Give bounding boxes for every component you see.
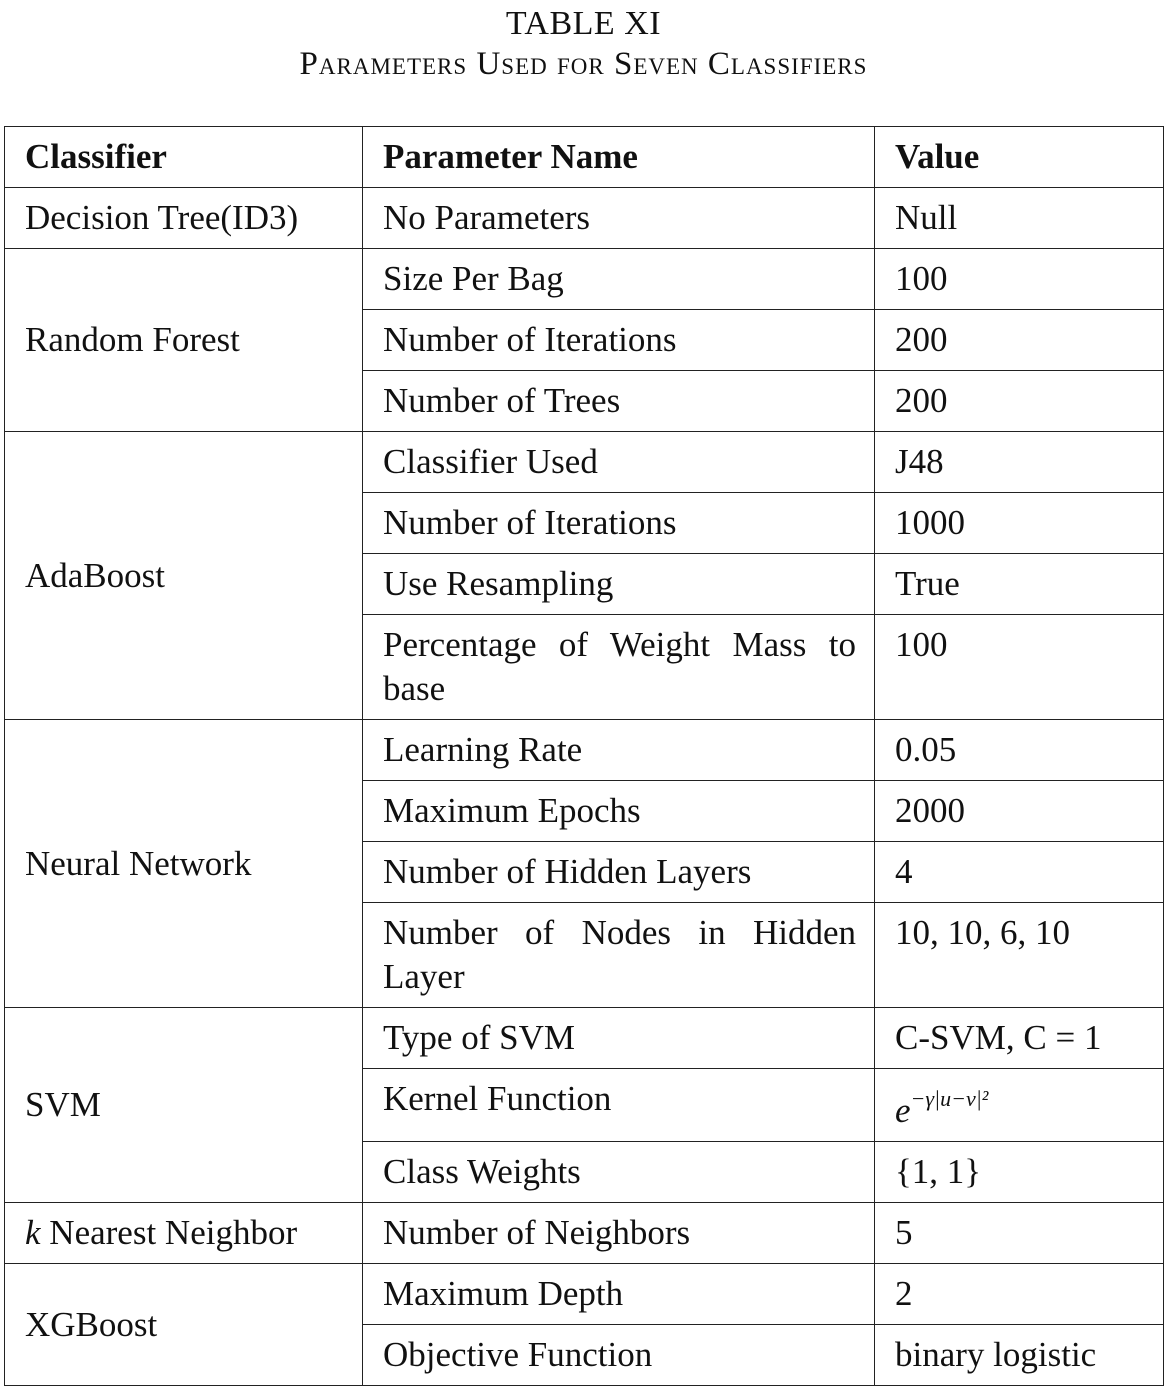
value-cell: 2000	[874, 780, 1164, 842]
parameters-table: Classifier Parameter Name Value Decision…	[4, 126, 1164, 1386]
parameter-cell: Number of Nodes in Hidden Layer	[362, 902, 875, 1008]
value-cell: 5	[874, 1202, 1164, 1264]
classifier-cell: SVM	[4, 1007, 363, 1203]
value-cell: 0.05	[874, 719, 1164, 781]
table-row: k Nearest Neighbor Number of Neighbors 5	[4, 1202, 1164, 1264]
classifier-cell: AdaBoost	[4, 431, 363, 720]
parameter-cell: Maximum Depth	[362, 1263, 875, 1325]
parameter-cell: Number of Iterations	[362, 492, 875, 554]
parameter-cell: Kernel Function	[362, 1068, 875, 1142]
parameter-cell: Classifier Used	[362, 431, 875, 493]
table-row: Random Forest Size Per Bag 100	[4, 248, 1164, 432]
parameter-cell: Number of Trees	[362, 370, 875, 432]
table-caption: TABLE XI Parameters Used for Seven Class…	[0, 4, 1167, 84]
classifier-cell: Decision Tree(ID3)	[4, 187, 363, 249]
table-row: Kernel Function e−γ|u−v|²	[5, 1068, 1164, 1142]
table-row: Number of Nodes in Hidden Layer 10, 10, …	[5, 902, 1164, 1008]
parameter-cell: Size Per Bag	[362, 248, 875, 310]
table-row: Class Weights {1, 1}	[5, 1141, 1164, 1203]
value-cell: {1, 1}	[874, 1141, 1164, 1203]
classifier-cell: Random Forest	[4, 248, 363, 432]
classifier-cell: Neural Network	[4, 719, 363, 1008]
parameter-cell: No Parameters	[362, 187, 875, 249]
parameter-cell: Number of Hidden Layers	[362, 841, 875, 903]
value-cell: True	[874, 553, 1164, 615]
parameter-cell: Number of Neighbors	[362, 1202, 875, 1264]
parameter-cell: Objective Function	[362, 1324, 875, 1386]
parameter-cell: Use Resampling	[362, 553, 875, 615]
table-row: Neural Network Learning Rate 0.05	[4, 719, 1164, 1008]
formula-exponent: −γ|u−v|²	[910, 1086, 989, 1111]
value-cell: 2	[874, 1263, 1164, 1325]
header-row: Classifier Parameter Name Value	[4, 126, 1164, 188]
value-cell: Null	[874, 187, 1164, 249]
value-cell: 1000	[874, 492, 1164, 554]
value-cell: C-SVM, C = 1	[874, 1007, 1164, 1069]
table-number: TABLE XI	[505, 5, 662, 42]
value-cell: 200	[874, 370, 1164, 432]
parameter-cell: Percentage of Weight Mass to base	[362, 614, 875, 720]
value-cell: 100	[874, 248, 1164, 310]
table-row: Decision Tree(ID3) No Parameters Null	[4, 187, 1164, 249]
value-cell: 200	[874, 309, 1164, 371]
table-row: SVM Type of SVM C-SVM, C = 1	[4, 1007, 1164, 1203]
value-cell: J48	[874, 431, 1164, 493]
value-cell: binary logistic	[874, 1324, 1164, 1386]
table-row: XGBoost Maximum Depth 2	[4, 1263, 1164, 1386]
classifier-k-symbol: k	[25, 1213, 41, 1252]
value-cell: 100	[874, 614, 1164, 720]
classifier-cell: k Nearest Neighbor	[4, 1202, 363, 1264]
classifier-cell: XGBoost	[4, 1263, 363, 1386]
formula-base: e	[895, 1091, 911, 1130]
parameter-cell: Class Weights	[362, 1141, 875, 1203]
table-row: Maximum Epochs 2000	[5, 780, 1164, 842]
header-classifier: Classifier	[4, 126, 363, 188]
value-cell: e−γ|u−v|²	[874, 1068, 1164, 1142]
table-row: Number of Iterations 200	[5, 309, 1164, 371]
parameter-cell: Number of Iterations	[362, 309, 875, 371]
header-value: Value	[874, 126, 1164, 188]
value-cell: 4	[874, 841, 1164, 903]
table-row: Number of Hidden Layers 4	[5, 841, 1164, 903]
parameter-cell: Learning Rate	[362, 719, 875, 781]
header-parameter-name: Parameter Name	[362, 126, 875, 188]
table-row: Objective Function binary logistic	[5, 1324, 1164, 1386]
parameter-cell: Maximum Epochs	[362, 780, 875, 842]
classifier-label: Nearest Neighbor	[40, 1213, 298, 1252]
table-title: Parameters Used for Seven Classifiers	[299, 46, 868, 82]
value-cell: 10, 10, 6, 10	[874, 902, 1164, 1008]
table-row: AdaBoost Classifier Used J48	[4, 431, 1164, 720]
parameter-cell: Type of SVM	[362, 1007, 875, 1069]
table-row: Percentage of Weight Mass to base 100	[5, 614, 1164, 720]
